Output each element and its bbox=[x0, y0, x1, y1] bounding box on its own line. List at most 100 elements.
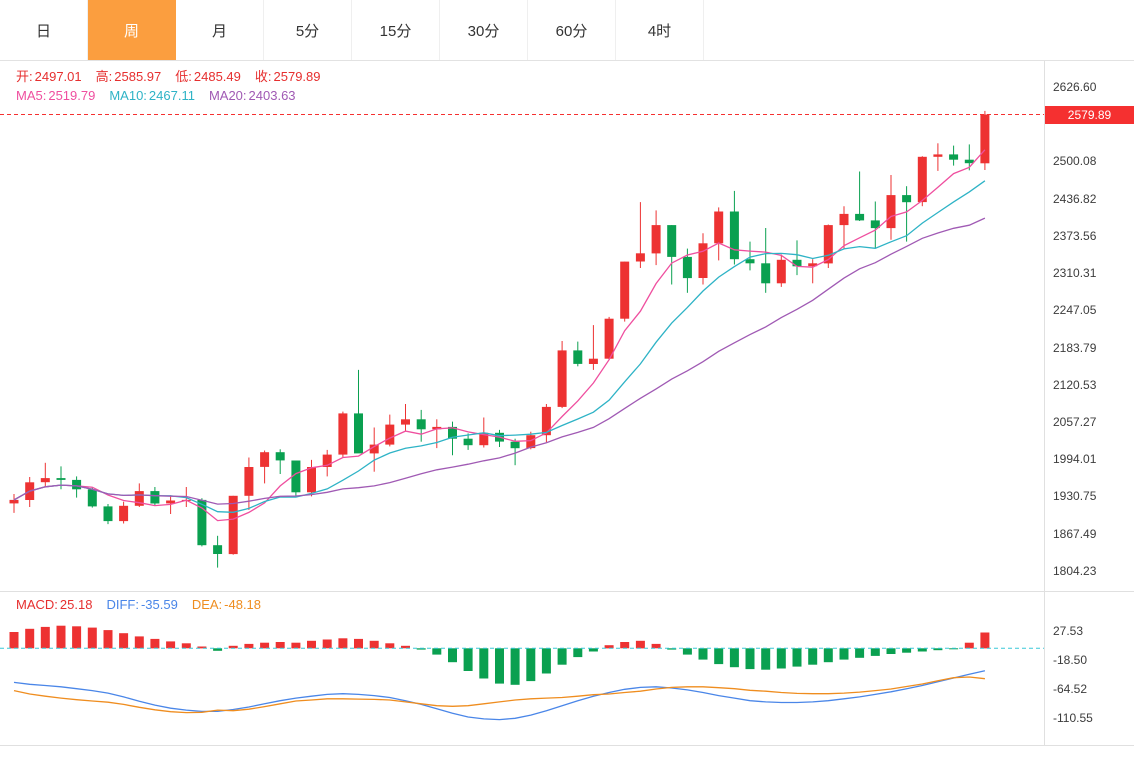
dea-value-item: DEA: -48.18 bbox=[192, 597, 261, 612]
macd-bar bbox=[792, 648, 802, 667]
macd-bar bbox=[463, 648, 473, 671]
macd-bar bbox=[416, 648, 426, 650]
candle-body bbox=[354, 413, 363, 454]
candle-body bbox=[40, 478, 50, 483]
price-axis-label: 2436.82 bbox=[1053, 192, 1097, 206]
macd-bar bbox=[479, 648, 489, 679]
macd-bar bbox=[839, 648, 849, 660]
tab-week[interactable]: 周 bbox=[88, 0, 176, 60]
ma5-line bbox=[13, 149, 986, 522]
ma20-label: MA20: bbox=[208, 88, 247, 103]
close-label: 收: bbox=[254, 69, 272, 84]
macd-bar bbox=[823, 648, 833, 663]
macd-bar bbox=[635, 640, 645, 649]
tab-4hour[interactable]: 4时 bbox=[616, 0, 704, 60]
ma5-legend: MA5: 2519.79 bbox=[16, 88, 95, 103]
macd-bar bbox=[244, 643, 254, 649]
price-axis-label: 1994.01 bbox=[1053, 452, 1097, 466]
candle-body bbox=[228, 495, 238, 555]
tab-day[interactable]: 日 bbox=[0, 0, 88, 60]
price-axis-label: 2626.60 bbox=[1053, 80, 1097, 94]
macd-bar bbox=[573, 648, 583, 658]
price-axis-label: 2500.08 bbox=[1053, 154, 1097, 168]
macd-bar bbox=[448, 648, 457, 663]
candle-body bbox=[322, 454, 332, 467]
candle-body bbox=[103, 506, 113, 522]
price-axis-label: 1804.23 bbox=[1053, 564, 1097, 578]
candle-body bbox=[761, 263, 771, 284]
candle-body bbox=[573, 350, 583, 364]
diff-label: DIFF: bbox=[106, 597, 139, 612]
ma10-label: MA10: bbox=[109, 88, 147, 103]
price-axis-label: 2373.56 bbox=[1053, 229, 1097, 243]
candle-body bbox=[385, 424, 395, 445]
dea-label: DEA: bbox=[191, 597, 223, 612]
candle-body bbox=[855, 213, 865, 221]
candle-body bbox=[964, 159, 974, 164]
macd-axis-label: -110.55 bbox=[1053, 711, 1093, 725]
macd-bar bbox=[134, 636, 144, 649]
price-axis-label: 2057.27 bbox=[1053, 415, 1097, 429]
candle-body bbox=[307, 467, 316, 493]
close-value: 2579.89 bbox=[273, 69, 321, 84]
candle-body bbox=[463, 438, 473, 446]
tab-30min[interactable]: 30分 bbox=[440, 0, 528, 60]
macd-bar bbox=[119, 633, 129, 649]
price-axis-label: 2120.53 bbox=[1053, 378, 1097, 392]
price-axis-label: 2183.79 bbox=[1053, 341, 1097, 355]
macd-bar bbox=[620, 642, 630, 649]
candle-body bbox=[510, 441, 520, 449]
diff-value: -35.59 bbox=[140, 597, 178, 612]
candle-body bbox=[526, 435, 536, 449]
tab-60min[interactable]: 60分 bbox=[528, 0, 616, 60]
open-label: 开: bbox=[16, 69, 33, 84]
macd-bar bbox=[307, 640, 316, 649]
macd-bar bbox=[980, 632, 990, 649]
low-value: 2485.49 bbox=[193, 69, 241, 84]
diff-line bbox=[13, 670, 986, 721]
macd-bar bbox=[870, 648, 880, 656]
macd-bar bbox=[385, 643, 395, 649]
chart-canvas[interactable] bbox=[0, 61, 1134, 759]
candle-body bbox=[808, 263, 818, 267]
candle-body bbox=[9, 499, 19, 504]
macd-bar bbox=[933, 648, 943, 651]
macd-bar bbox=[714, 648, 724, 665]
candle-body bbox=[698, 243, 708, 278]
macd-bar bbox=[604, 645, 614, 649]
macd-bar bbox=[338, 638, 348, 649]
price-axis-label: 2247.05 bbox=[1053, 303, 1097, 317]
macd-bar bbox=[401, 645, 410, 649]
ma5-label: MA5: bbox=[16, 88, 47, 103]
candle-body bbox=[197, 499, 207, 546]
macd-label: MACD: bbox=[16, 597, 58, 612]
candle-body bbox=[479, 432, 489, 446]
macd-bar bbox=[761, 648, 771, 670]
timeframe-tabbar: 日 周 月 5分 15分 30分 60分 4时 bbox=[0, 0, 1134, 61]
tab-5min[interactable]: 5分 bbox=[264, 0, 352, 60]
candle-body bbox=[150, 491, 160, 504]
macd-bar bbox=[369, 640, 379, 649]
open-value: 2497.01 bbox=[34, 69, 82, 84]
macd-bar bbox=[275, 642, 285, 649]
candle-body bbox=[448, 426, 457, 439]
candle-body bbox=[839, 213, 849, 226]
candle-body bbox=[667, 225, 677, 257]
macd-bar bbox=[855, 648, 865, 658]
ohlc-close: 收: 2579.89 bbox=[255, 66, 321, 85]
macd-bar bbox=[917, 648, 927, 652]
macd-bar bbox=[260, 642, 270, 649]
candle-body bbox=[275, 452, 285, 461]
ma10-legend: MA10: 2467.11 bbox=[109, 88, 195, 103]
macd-bar bbox=[808, 648, 818, 665]
candle-body bbox=[369, 444, 379, 454]
ma10-value: 2467.11 bbox=[148, 88, 195, 103]
high-value: 2585.97 bbox=[114, 69, 162, 84]
ma5-value: 2519.79 bbox=[48, 88, 96, 103]
tab-month[interactable]: 月 bbox=[176, 0, 264, 60]
ohlc-low: 低: 2485.49 bbox=[175, 66, 241, 85]
candle-body bbox=[557, 350, 567, 407]
candle-body bbox=[886, 195, 896, 229]
tab-15min[interactable]: 15分 bbox=[352, 0, 440, 60]
macd-bar bbox=[964, 642, 974, 649]
